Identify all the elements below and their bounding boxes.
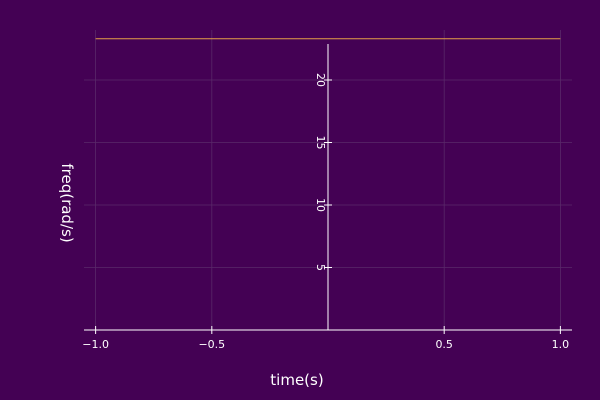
axes [84,44,572,334]
tick-labels: −1.0 −0.5 0.5 1.0 5 10 15 20 [82,73,569,351]
x-axis-label: time(s) [270,371,323,389]
y-tick-label-0: 5 [314,264,327,271]
y-tick-label-2: 15 [314,136,327,150]
x-tick-label-2: 0.5 [435,338,453,351]
y-tick-label-3: 20 [314,73,327,87]
y-tick-label-1: 10 [314,198,327,212]
x-tick-label-1: −0.5 [198,338,225,351]
x-tick-label-3: 1.0 [552,338,570,351]
y-axis-label: freq(rad/s) [58,163,76,242]
x-tick-label-0: −1.0 [82,338,109,351]
